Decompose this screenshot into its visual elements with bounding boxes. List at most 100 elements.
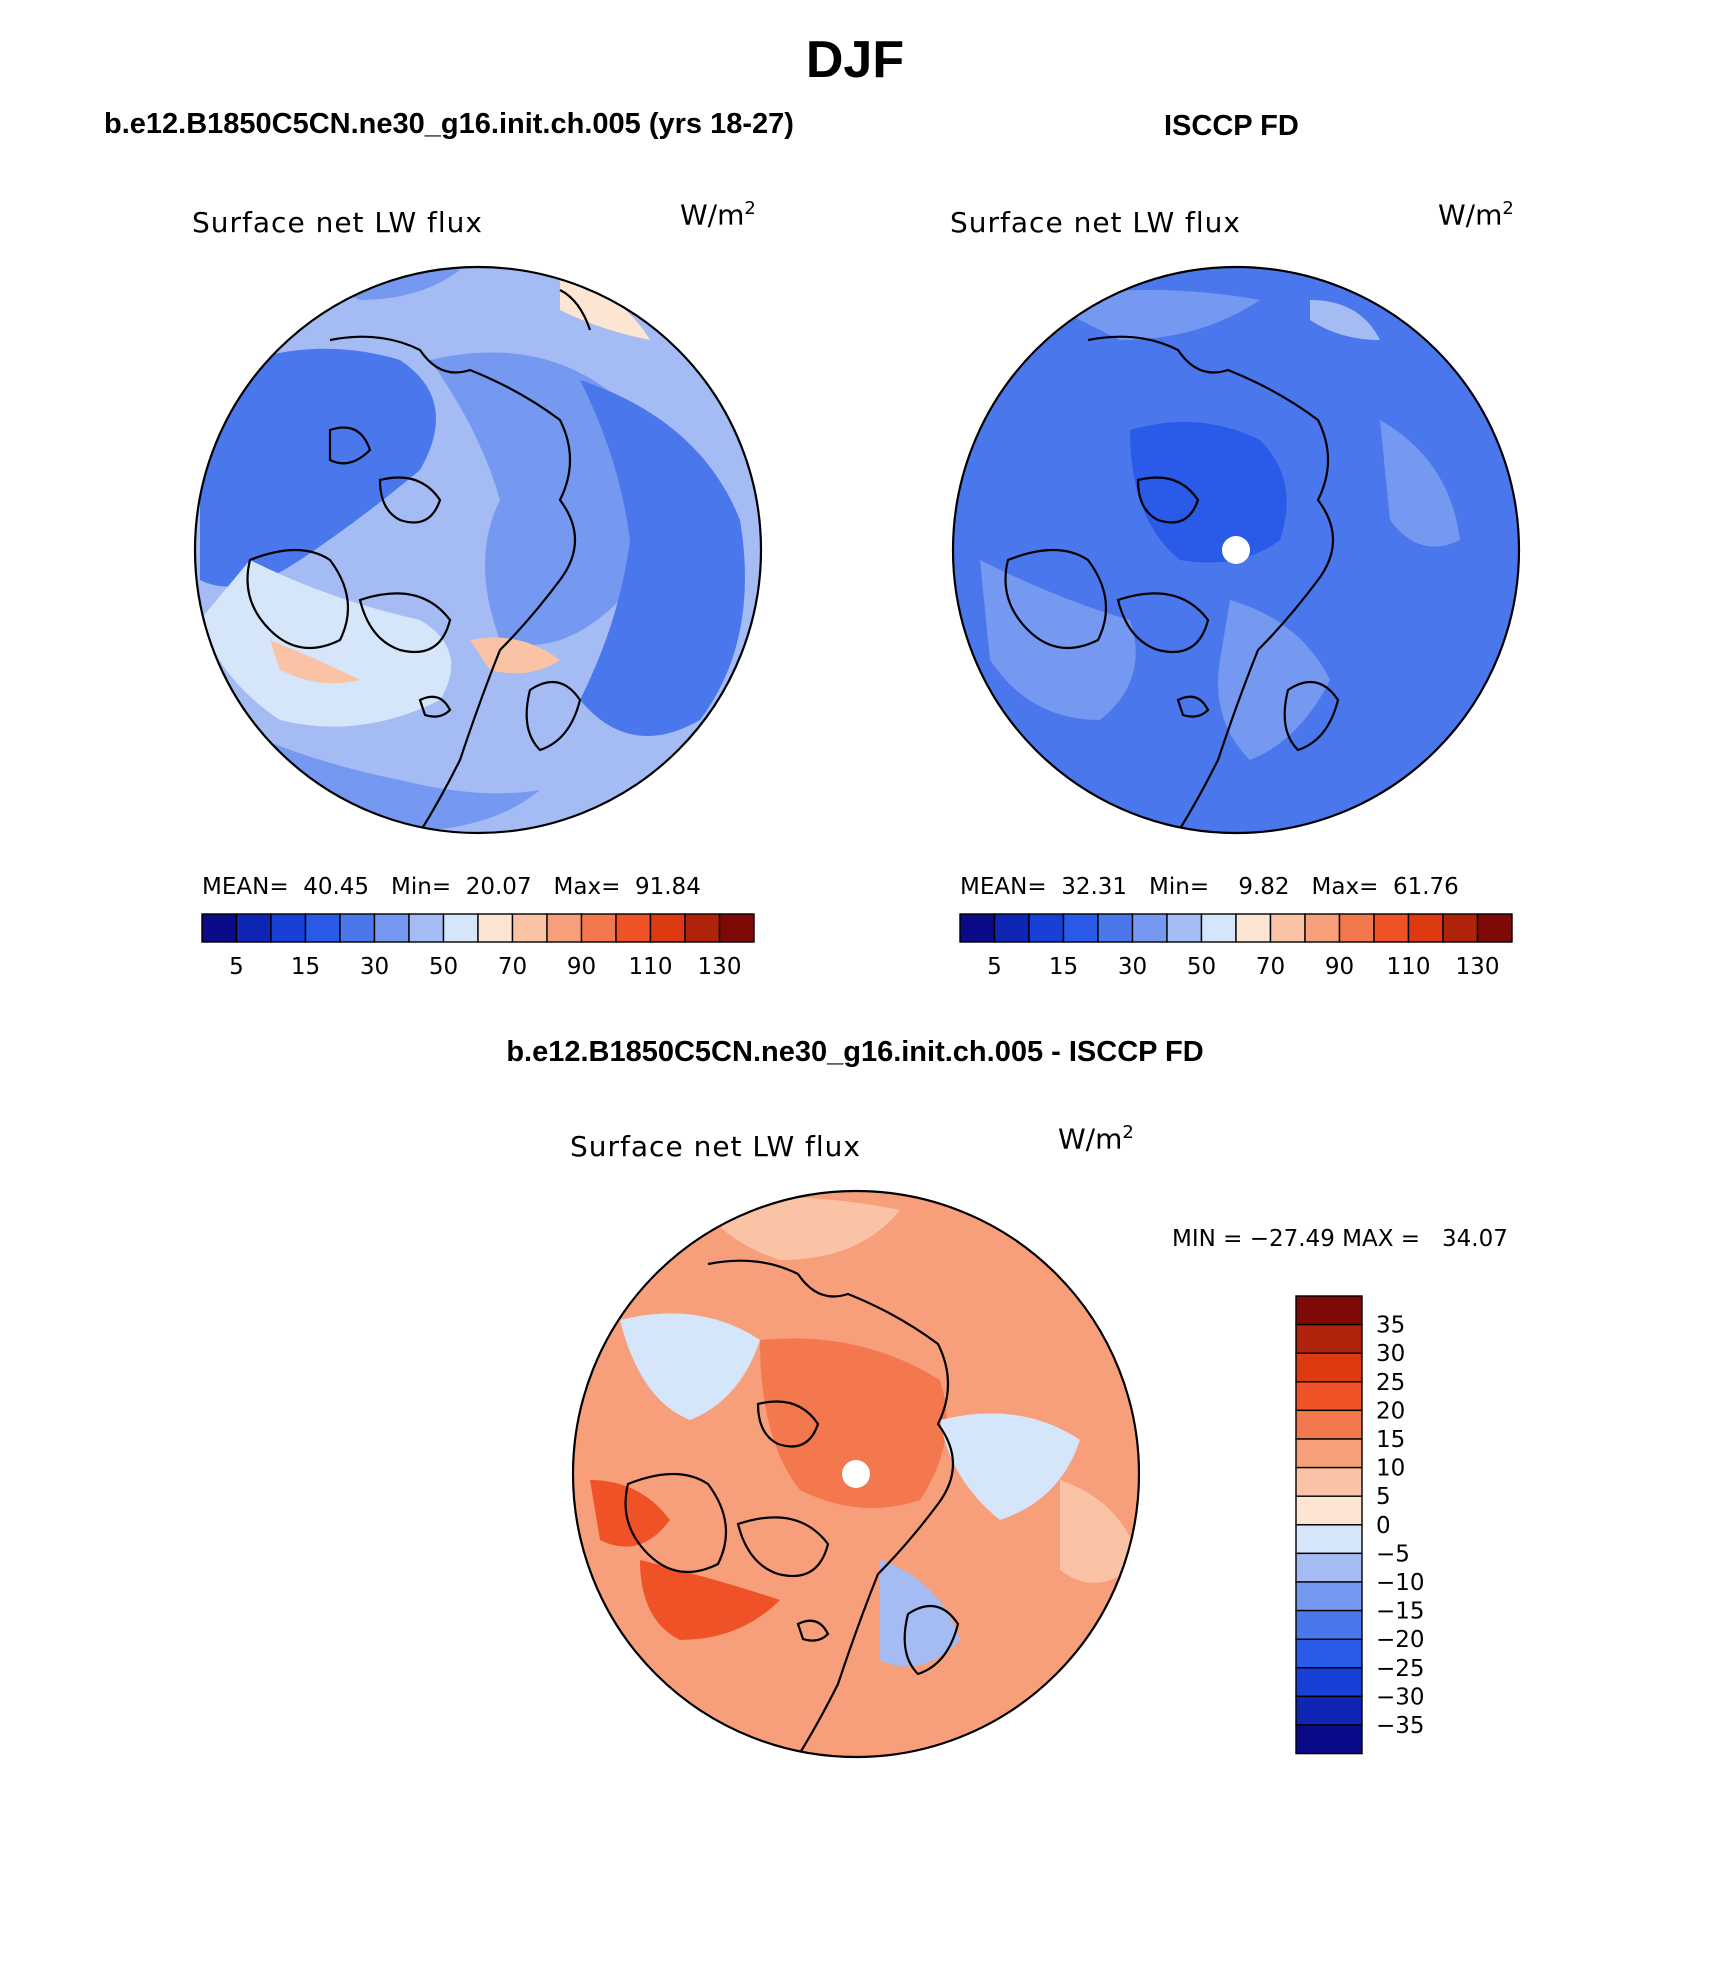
diff-colorbar-swatch bbox=[1295, 1609, 1363, 1640]
panel-2-min-label: Min= bbox=[1149, 874, 1210, 900]
diff-stats: MIN = −27.49 MAX = 34.07 bbox=[1172, 1226, 1508, 1252]
panel-2-field bbox=[953, 267, 1519, 833]
panel-1-colorbar-swatch bbox=[546, 913, 583, 943]
panel-2-colorbar-swatch bbox=[1200, 913, 1237, 943]
panel-2-colorbar-swatch bbox=[959, 913, 996, 943]
diff-colorbar-tick-label: 5 bbox=[1376, 1484, 1391, 1510]
panel-1-coastlines bbox=[246, 289, 592, 833]
panel-1-variable-label: Surface net LW flux bbox=[192, 206, 483, 239]
panel-2-colorbar-swatch bbox=[1373, 913, 1410, 943]
panel-2-colorbar-swatch bbox=[1131, 913, 1168, 943]
diff-coastlines bbox=[624, 1259, 960, 1757]
panel-1-colorbar-tick-label: 15 bbox=[291, 954, 320, 980]
panel-2-units-base: W/m bbox=[1438, 198, 1503, 232]
diff-colorbar-swatch bbox=[1295, 1695, 1363, 1726]
diff-colorbar-tick-label: 30 bbox=[1376, 1341, 1405, 1367]
diff-colorbar-swatch bbox=[1295, 1295, 1363, 1326]
panel-1-units: W/m2 bbox=[680, 198, 756, 231]
panel-1-colorbar-swatch bbox=[684, 913, 721, 943]
diff-field bbox=[573, 1191, 1139, 1757]
diff-colorbar-swatch bbox=[1295, 1524, 1363, 1555]
panel-1-colorbar-swatch bbox=[477, 913, 514, 943]
panel-1-colorbar-swatch bbox=[615, 913, 652, 943]
diff-colorbar-tick-label: −35 bbox=[1376, 1713, 1425, 1739]
panel-2-colorbar-swatch bbox=[1097, 913, 1134, 943]
panel-1-mean-value: 40.45 bbox=[303, 874, 370, 900]
panel-1-colorbar-swatch bbox=[511, 913, 548, 943]
panel-2-colorbar-swatch bbox=[1269, 913, 1306, 943]
panel-2-colorbar-swatch bbox=[1407, 913, 1444, 943]
panel-2-variable-label: Surface net LW flux bbox=[950, 206, 1241, 239]
diff-units: W/m2 bbox=[1058, 1122, 1134, 1155]
panel-1-colorbar-tick-label: 70 bbox=[498, 954, 527, 980]
panel-2-colorbar-swatch bbox=[993, 913, 1030, 943]
panel-1-colorbar-swatch bbox=[408, 913, 445, 943]
diff-colorbar-tick-label: 15 bbox=[1376, 1427, 1405, 1453]
panel-2-max-label: Max= bbox=[1311, 874, 1379, 900]
diff-colorbar-swatch bbox=[1295, 1667, 1363, 1698]
panel-2-colorbar-swatch bbox=[1028, 913, 1065, 943]
diff-colorbar-tick-label: −25 bbox=[1376, 1656, 1425, 1682]
panel-1-colorbar-tick-label: 110 bbox=[629, 954, 673, 980]
panel-1-colorbar-swatch bbox=[580, 913, 617, 943]
panel-1-colorbar-swatch bbox=[304, 913, 341, 943]
panel-2-coastlines bbox=[1004, 335, 1340, 833]
panel-1-mean-label: MEAN= bbox=[202, 874, 289, 900]
panel-2-colorbar-swatch bbox=[1442, 913, 1479, 943]
panel-2-colorbar-tick-label: 110 bbox=[1387, 954, 1431, 980]
panel-1-colorbar-tick-label: 130 bbox=[698, 954, 742, 980]
panel-1-heading: b.e12.B1850C5CN.ne30_g16.init.ch.005 (yr… bbox=[104, 108, 794, 140]
panel-2-colorbar-tick-label: 50 bbox=[1187, 954, 1216, 980]
panel-1-min-label: Min= bbox=[391, 874, 452, 900]
diff-colorbar-tick-label: −30 bbox=[1376, 1684, 1425, 1710]
diff-units-base: W/m bbox=[1058, 1122, 1123, 1156]
panel-1-stats: MEAN= 40.45 Min= 20.07 Max= 91.84 bbox=[202, 874, 701, 900]
diff-colorbar-tick-label: −15 bbox=[1376, 1599, 1425, 1625]
diff-colorbar-swatch bbox=[1295, 1381, 1363, 1412]
panel-2-mean-value: 32.31 bbox=[1061, 874, 1128, 900]
diff-colorbar-tick-label: 0 bbox=[1376, 1513, 1391, 1539]
diff-title: b.e12.B1850C5CN.ne30_g16.init.ch.005 - I… bbox=[506, 1036, 1204, 1068]
panel-1-colorbar-swatch bbox=[442, 913, 479, 943]
diff-colorbar-tick-label: 10 bbox=[1376, 1456, 1405, 1482]
panel-1-colorbar-swatch bbox=[339, 913, 376, 943]
panel-2-colorbar-swatch bbox=[1476, 913, 1513, 943]
panel-2-mean-label: MEAN= bbox=[960, 874, 1047, 900]
figure-title: DJF bbox=[805, 31, 905, 89]
panel-2-colorbar: 5 15 30 50 70 90 110 130 bbox=[959, 913, 1513, 980]
panel-2-min-value: 9.82 bbox=[1238, 874, 1290, 900]
panel-1-colorbar-swatch bbox=[201, 913, 238, 943]
panel-1-units-exponent: 2 bbox=[744, 198, 756, 219]
panel-2-stats: MEAN= 32.31 Min= 9.82 Max= 61.76 bbox=[960, 874, 1459, 900]
panel-2-heading: ISCCP FD bbox=[1164, 110, 1299, 142]
panel-1-colorbar-swatch bbox=[270, 913, 307, 943]
panel-1-colorbar-tick-label: 5 bbox=[229, 954, 244, 980]
panel-2-colorbar-swatch bbox=[1304, 913, 1341, 943]
panel-1-min-value: 20.07 bbox=[465, 874, 532, 900]
diff-colorbar-swatch bbox=[1295, 1409, 1363, 1440]
diff-colorbar-swatch bbox=[1295, 1466, 1363, 1497]
diff-colorbar-swatch bbox=[1295, 1581, 1363, 1612]
diff-colorbar-swatch bbox=[1295, 1724, 1363, 1755]
diff-variable-label: Surface net LW flux bbox=[570, 1130, 861, 1163]
diff-colorbar-tick-label: −10 bbox=[1376, 1570, 1425, 1596]
panel-1-colorbar-tick-label: 30 bbox=[360, 954, 389, 980]
panel-1-max-label: Max= bbox=[553, 874, 621, 900]
diff-colorbar-swatch bbox=[1295, 1552, 1363, 1583]
panel-2-colorbar-swatch bbox=[1338, 913, 1375, 943]
panel-2-colorbar-swatch bbox=[1062, 913, 1099, 943]
panel-1-max-value: 91.84 bbox=[634, 874, 701, 900]
diff-colorbar-tick-label: 25 bbox=[1376, 1370, 1405, 1396]
panel-1-colorbar-swatch bbox=[235, 913, 272, 943]
diff-colorbar-swatch bbox=[1295, 1323, 1363, 1354]
panel-1-colorbar-tick-label: 50 bbox=[429, 954, 458, 980]
panel-1-colorbar: 5 15 30 50 70 90 110 130 bbox=[201, 913, 755, 980]
diff-colorbar-tick-label: 35 bbox=[1376, 1313, 1405, 1339]
panel-2-colorbar-tick-label: 30 bbox=[1118, 954, 1147, 980]
panel-2-units-exponent: 2 bbox=[1502, 198, 1514, 219]
diff-colorbar-swatch bbox=[1295, 1638, 1363, 1669]
diff-colorbar-swatch bbox=[1295, 1495, 1363, 1526]
panel-2-colorbar-tick-label: 5 bbox=[987, 954, 1002, 980]
panel-2-colorbar-tick-label: 90 bbox=[1325, 954, 1354, 980]
